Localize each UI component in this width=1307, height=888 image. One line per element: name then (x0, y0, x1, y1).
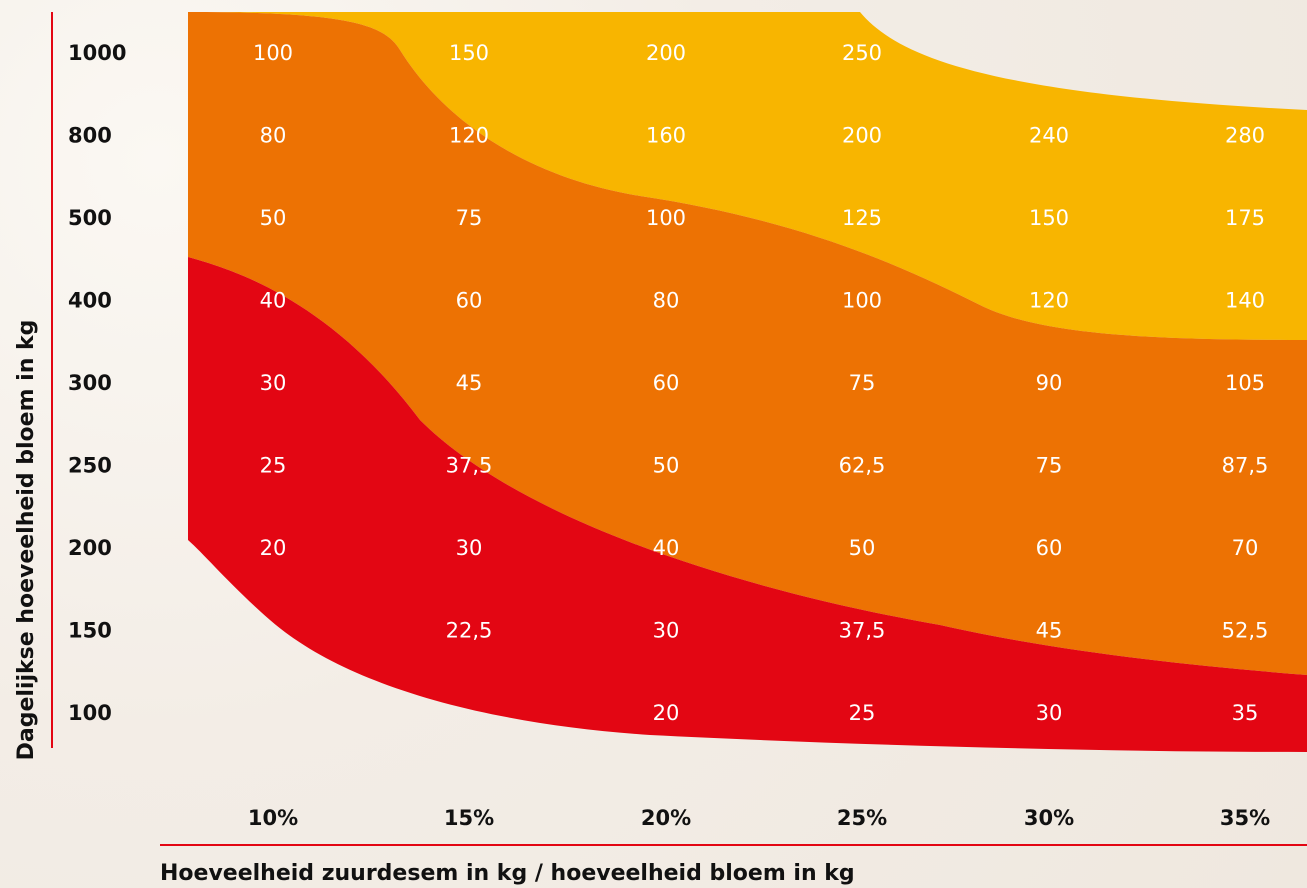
table-cell: 125 (842, 206, 882, 230)
table-cell: 200 (842, 124, 882, 148)
table-cell: 80 (260, 124, 287, 148)
band-red (188, 257, 1307, 752)
table-cell: 100 (842, 289, 882, 313)
table-cell: 280 (1225, 124, 1265, 148)
x-tick-label: 35% (1220, 806, 1270, 830)
table-cell: 50 (260, 206, 287, 230)
table-cell: 105 (1225, 371, 1265, 395)
table-cell: 100 (253, 41, 293, 65)
y-tick-label: 1000 (68, 41, 126, 65)
y-axis-label: Dagelijkse hoeveelheid bloem in kg (14, 320, 39, 761)
table-cell: 22,5 (446, 619, 493, 643)
table-cell: 40 (653, 536, 680, 560)
table-cell: 40 (260, 289, 287, 313)
table-cell: 150 (1029, 206, 1069, 230)
table-cell: 150 (449, 41, 489, 65)
table-cell: 45 (1036, 619, 1063, 643)
x-tick-label: 15% (444, 806, 494, 830)
table-cell: 50 (849, 536, 876, 560)
table-cell: 80 (653, 289, 680, 313)
y-tick-label: 250 (68, 454, 112, 478)
table-cell: 75 (456, 206, 483, 230)
table-cell: 75 (1036, 454, 1063, 478)
y-tick-label: 400 (68, 289, 112, 313)
table-cell: 30 (1036, 701, 1063, 725)
table-cell: 200 (646, 41, 686, 65)
table-cell: 20 (653, 701, 680, 725)
band-yellow (188, 12, 1307, 340)
table-cell: 52,5 (1222, 619, 1269, 643)
table-cell: 175 (1225, 206, 1265, 230)
y-tick-label: 150 (68, 619, 112, 643)
table-cell: 250 (842, 41, 882, 65)
x-tick-label: 25% (837, 806, 887, 830)
table-cell: 25 (260, 454, 287, 478)
table-cell: 62,5 (839, 454, 886, 478)
table-cell: 35 (1232, 701, 1259, 725)
y-tick-label: 500 (68, 206, 112, 230)
table-cell: 120 (449, 124, 489, 148)
y-tick-label: 300 (68, 371, 112, 395)
table-cells: 100 150 200 250 80 120 160 200 240 280 50 75 100 125 1… (253, 41, 1268, 725)
table-cell: 90 (1036, 371, 1063, 395)
x-tick-label: 20% (641, 806, 691, 830)
table-cell: 50 (653, 454, 680, 478)
table-cell: 30 (456, 536, 483, 560)
y-tick-labels: 1000 800 500 400 300 250 200 150 100 (68, 41, 126, 725)
table-cell: 60 (456, 289, 483, 313)
x-tick-labels: 10% 15% 20% 25% 30% 35% (248, 806, 1270, 830)
table-cell: 30 (260, 371, 287, 395)
table-cell: 37,5 (446, 454, 493, 478)
table-cell: 70 (1232, 536, 1259, 560)
table-cell: 20 (260, 536, 287, 560)
table-cell: 45 (456, 371, 483, 395)
table-cell: 60 (1036, 536, 1063, 560)
y-tick-label: 100 (68, 701, 112, 725)
table-cell: 160 (646, 124, 686, 148)
table-cell: 120 (1029, 289, 1069, 313)
y-tick-label: 800 (68, 124, 112, 148)
x-axis-label: Hoeveelheid zuurdesem in kg / hoeveelhei… (160, 861, 855, 886)
x-tick-label: 10% (248, 806, 298, 830)
table-cell: 240 (1029, 124, 1069, 148)
y-tick-label: 200 (68, 536, 112, 560)
table-cell: 87,5 (1222, 454, 1269, 478)
table-cell: 140 (1225, 289, 1265, 313)
table-cell: 100 (646, 206, 686, 230)
table-cell: 75 (849, 371, 876, 395)
table-cell: 30 (653, 619, 680, 643)
x-tick-label: 30% (1024, 806, 1074, 830)
band-orange (188, 12, 1307, 675)
table-cell: 60 (653, 371, 680, 395)
table-cell: 37,5 (839, 619, 886, 643)
table-cell: 25 (849, 701, 876, 725)
